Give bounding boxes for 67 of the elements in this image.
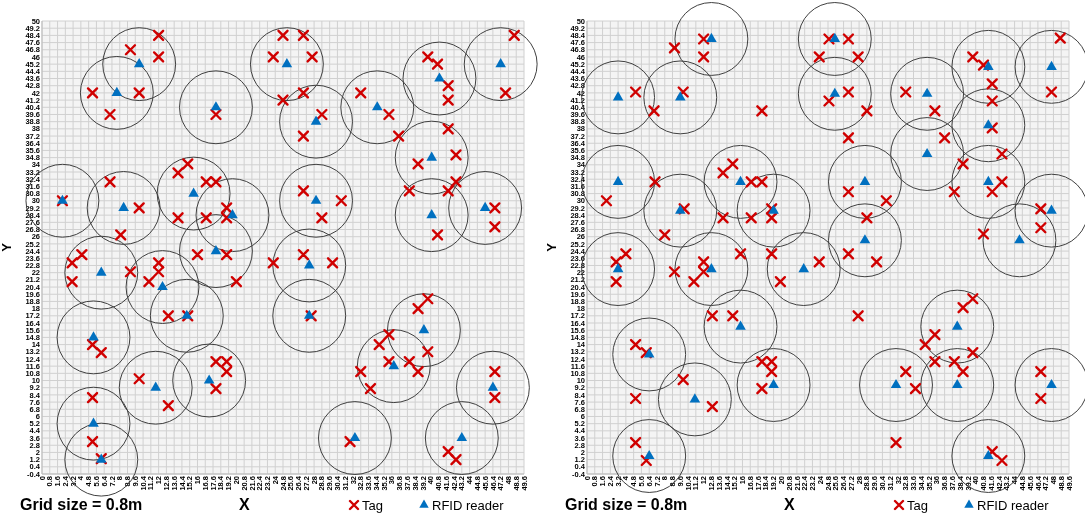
point — [495, 58, 506, 68]
point — [487, 381, 499, 391]
point — [150, 381, 161, 391]
point — [706, 32, 717, 43]
point — [88, 417, 99, 427]
point — [674, 204, 686, 214]
point — [210, 244, 222, 255]
point — [118, 201, 129, 212]
point — [983, 60, 994, 70]
point — [303, 259, 315, 269]
point — [735, 320, 746, 330]
point — [426, 151, 437, 161]
point — [456, 431, 468, 442]
legend-label: RFID reader — [977, 497, 1050, 513]
legend-label: Tag — [362, 497, 383, 513]
point — [479, 201, 491, 212]
point — [310, 194, 322, 204]
point — [951, 378, 963, 389]
point — [418, 324, 430, 334]
point — [921, 87, 933, 97]
point — [689, 393, 701, 403]
point — [890, 378, 902, 389]
point — [983, 175, 994, 185]
text: Grid size = 0.8m — [565, 496, 688, 513]
point — [434, 72, 445, 82]
legend-label: Tag — [907, 497, 928, 513]
point — [133, 58, 145, 68]
point — [612, 175, 624, 185]
point — [1046, 204, 1057, 214]
point — [706, 262, 717, 273]
point — [203, 374, 215, 384]
point — [227, 209, 238, 219]
point — [612, 262, 624, 273]
text: Grid size = 0.8m — [20, 496, 143, 513]
point — [735, 175, 746, 185]
point — [88, 331, 99, 341]
point — [1014, 234, 1025, 244]
point — [921, 147, 933, 158]
point — [1046, 60, 1057, 70]
point — [829, 32, 841, 43]
y-axis-title: Y — [0, 242, 14, 252]
point — [388, 360, 400, 370]
point — [983, 119, 994, 129]
point — [188, 187, 199, 197]
x-axis-title: X — [784, 496, 796, 513]
point — [281, 58, 293, 68]
point — [768, 378, 779, 389]
point — [371, 101, 383, 111]
point — [798, 262, 809, 273]
y-axis-title: Y — [544, 242, 559, 252]
point — [426, 209, 437, 219]
point — [111, 86, 123, 96]
point — [95, 266, 107, 276]
point — [983, 449, 994, 460]
x-axis-title: X — [239, 496, 251, 513]
point — [1046, 378, 1057, 389]
point — [157, 280, 168, 291]
point — [859, 234, 871, 244]
point — [310, 115, 322, 125]
point — [859, 175, 871, 185]
point — [612, 91, 624, 101]
point — [951, 320, 963, 330]
point — [643, 449, 655, 460]
point — [210, 101, 222, 111]
point — [829, 87, 841, 97]
legend-label: RFID reader — [432, 497, 505, 513]
point — [349, 431, 361, 442]
